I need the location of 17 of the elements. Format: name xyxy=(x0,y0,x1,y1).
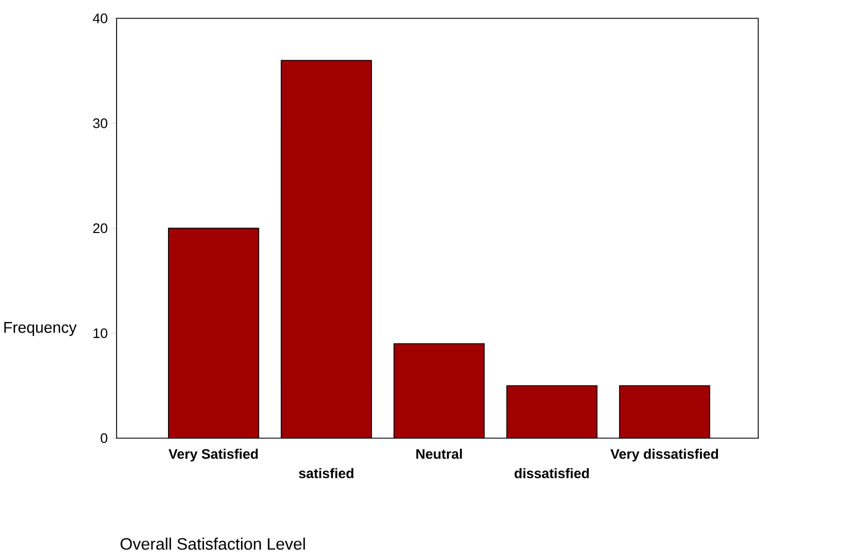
x-tick-label: Very Satisfied xyxy=(168,448,258,462)
bar xyxy=(394,344,484,438)
y-tick-label: 10 xyxy=(94,328,108,338)
x-axis-title: Overall Satisfaction Level xyxy=(120,537,305,550)
y-tick-label: 40 xyxy=(92,13,108,24)
bar xyxy=(506,386,597,438)
x-tick-label: satisfied xyxy=(298,468,354,478)
bar xyxy=(619,385,710,438)
y-axis-title: Frequency xyxy=(4,322,77,336)
x-tick-label: dissatisfied xyxy=(514,468,589,478)
x-tick-label: Very dissatisfied xyxy=(610,448,718,462)
y-tick-label: 30 xyxy=(93,118,108,128)
y-tick-label: 20 xyxy=(93,223,108,233)
bar xyxy=(281,60,372,438)
x-tick-label: Neutral xyxy=(416,448,462,459)
y-tick-label: 0 xyxy=(100,433,108,443)
bar xyxy=(168,228,259,438)
